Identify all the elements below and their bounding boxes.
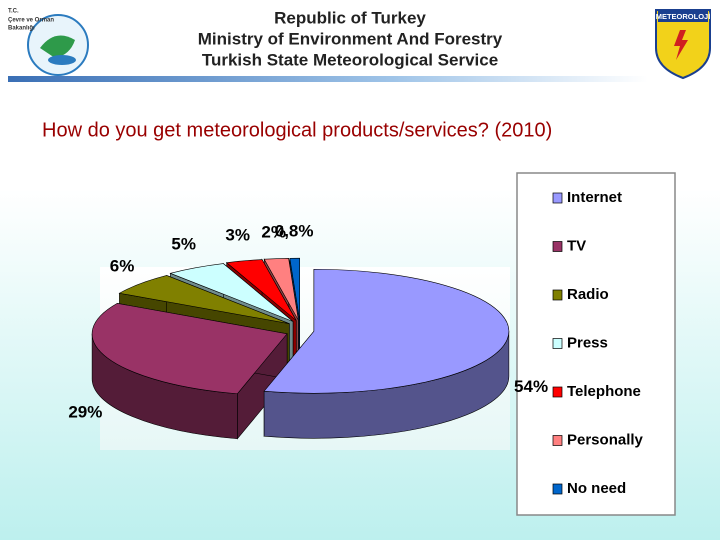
pie-slice [263,268,510,394]
data-label: 0,8% [275,222,314,241]
data-label: 5% [171,235,196,254]
logo-text: T.C. [8,9,19,15]
legend-swatch [552,435,563,446]
logo-text: Çevre ve Orman [8,18,54,24]
logo-banner [658,11,708,22]
logo-bolt [674,30,688,60]
legend-label: Internet [567,189,622,206]
data-label: 29% [68,403,102,422]
legend-label: Telephone [567,383,641,400]
legend-swatch [552,192,563,204]
data-label: 3% [225,225,250,244]
pie-slice [263,258,299,321]
data-label: 2% [261,222,286,241]
legend-swatch [552,338,563,349]
pie-slice [225,259,297,321]
legend [516,172,676,516]
legend-swatch [552,483,563,495]
legend-label: Radio [567,286,609,303]
pie-tops [91,257,510,395]
legend-label: Press [567,334,608,351]
logo-leaf [40,35,75,58]
header-line: Turkish State Meteorological Service [202,50,498,69]
left-logo: T.C. Çevre ve Orman Bakanlığı [8,9,89,76]
legend-swatch [552,289,563,301]
logo-water [48,55,76,65]
data-label: 54% [514,377,548,396]
legend-swatch [552,241,563,252]
data-label: 6% [110,256,135,275]
logo-text: METEOROLOJİ [656,12,711,21]
legend-label: No need [567,480,626,497]
logo-text: Bakanlığı [8,26,35,32]
header-band [8,76,648,82]
chart-title: How do you get meteorological products/s… [42,119,552,141]
pie-slice [91,303,288,395]
pie-slice [289,257,300,321]
pie-slice [118,275,290,324]
pie-slice [169,263,294,322]
legend-label: Personally [567,431,644,448]
header-line: Republic of Turkey [274,8,426,27]
right-logo: METEOROLOJİ [655,9,711,80]
legend-swatch [552,386,563,398]
legend-label: TV [567,237,586,254]
header-line: Ministry of Environment And Forestry [198,29,503,48]
